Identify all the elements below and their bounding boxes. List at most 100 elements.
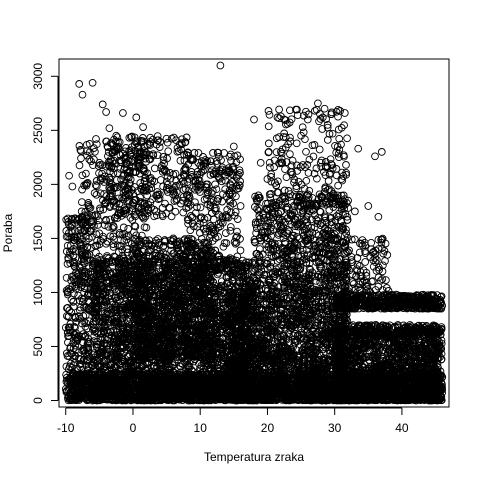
data-point bbox=[71, 330, 80, 339]
data-point bbox=[182, 133, 191, 142]
data-point bbox=[136, 179, 145, 187]
data-point bbox=[118, 245, 127, 254]
data-point bbox=[137, 185, 146, 193]
data-point bbox=[82, 267, 90, 276]
data-point bbox=[73, 277, 81, 286]
data-point bbox=[66, 241, 75, 250]
data-point bbox=[162, 134, 171, 143]
data-point bbox=[69, 297, 78, 306]
data-point bbox=[77, 267, 86, 275]
data-point bbox=[65, 306, 74, 315]
data-point bbox=[131, 147, 139, 155]
data-point bbox=[76, 303, 85, 312]
data-point bbox=[120, 236, 129, 245]
data-points bbox=[61, 61, 447, 405]
data-point bbox=[107, 180, 116, 189]
data-point bbox=[76, 306, 84, 315]
data-point bbox=[139, 208, 147, 217]
data-point bbox=[82, 180, 90, 189]
data-point bbox=[92, 190, 101, 199]
data-point bbox=[83, 256, 92, 264]
data-point bbox=[88, 232, 96, 241]
data-point bbox=[167, 134, 176, 143]
data-point bbox=[91, 147, 99, 156]
data-point bbox=[160, 166, 169, 175]
data-point bbox=[77, 207, 86, 216]
data-point bbox=[75, 262, 84, 271]
data-point bbox=[90, 144, 98, 152]
data-point bbox=[82, 237, 90, 246]
data-point bbox=[209, 215, 218, 224]
data-point bbox=[102, 215, 110, 224]
data-point bbox=[106, 176, 115, 184]
data-point bbox=[63, 304, 71, 313]
data-point bbox=[101, 172, 109, 181]
data-point bbox=[91, 181, 100, 189]
data-point bbox=[68, 246, 76, 255]
data-point bbox=[75, 161, 84, 170]
data-point bbox=[131, 212, 139, 221]
data-point bbox=[126, 151, 135, 159]
data-point bbox=[78, 346, 87, 355]
data-point bbox=[110, 201, 118, 210]
data-point bbox=[156, 176, 165, 184]
data-point bbox=[120, 171, 129, 179]
data-point bbox=[93, 212, 102, 220]
data-point bbox=[163, 138, 172, 147]
data-point bbox=[115, 210, 123, 218]
data-point bbox=[76, 355, 84, 363]
data-point bbox=[131, 222, 140, 231]
data-point bbox=[64, 214, 72, 223]
data-point bbox=[62, 362, 71, 371]
data-point bbox=[127, 146, 135, 155]
data-point bbox=[78, 277, 87, 286]
data-point bbox=[82, 220, 90, 229]
data-point bbox=[120, 163, 129, 172]
data-point bbox=[84, 289, 93, 298]
data-point bbox=[106, 202, 114, 210]
data-point bbox=[139, 214, 148, 223]
data-point bbox=[106, 167, 114, 176]
data-point bbox=[145, 151, 154, 159]
data-point bbox=[69, 344, 78, 353]
data-point bbox=[84, 201, 93, 209]
data-point bbox=[171, 207, 180, 216]
data-point bbox=[122, 235, 131, 244]
data-point bbox=[92, 182, 101, 190]
data-point bbox=[62, 273, 71, 282]
data-point bbox=[63, 287, 72, 296]
data-point bbox=[80, 181, 89, 190]
data-point bbox=[76, 242, 85, 250]
data-point bbox=[85, 139, 94, 148]
data-point bbox=[92, 230, 101, 239]
data-point bbox=[126, 175, 135, 184]
data-point bbox=[107, 163, 116, 172]
data-point bbox=[117, 211, 126, 220]
data-point bbox=[62, 232, 71, 241]
data-point bbox=[78, 185, 86, 194]
data-point bbox=[109, 223, 118, 231]
data-point bbox=[65, 362, 74, 371]
data-point bbox=[61, 323, 70, 332]
data-point bbox=[88, 212, 97, 220]
data-point bbox=[158, 167, 167, 176]
data-point bbox=[94, 216, 103, 225]
data-point bbox=[128, 156, 137, 164]
data-point bbox=[177, 174, 185, 182]
data-point bbox=[173, 147, 182, 156]
data-point bbox=[106, 232, 115, 241]
data-point bbox=[66, 328, 75, 337]
data-point bbox=[140, 167, 149, 176]
data-point bbox=[158, 212, 167, 221]
data-point bbox=[80, 295, 88, 304]
data-point bbox=[76, 218, 85, 227]
data-point bbox=[66, 259, 75, 268]
data-point bbox=[66, 320, 75, 328]
data-point bbox=[78, 250, 86, 259]
data-point bbox=[140, 199, 149, 208]
data-point bbox=[76, 360, 85, 368]
data-point bbox=[108, 224, 117, 232]
data-point bbox=[121, 147, 129, 156]
data-point bbox=[150, 205, 158, 214]
data-point bbox=[83, 324, 92, 333]
